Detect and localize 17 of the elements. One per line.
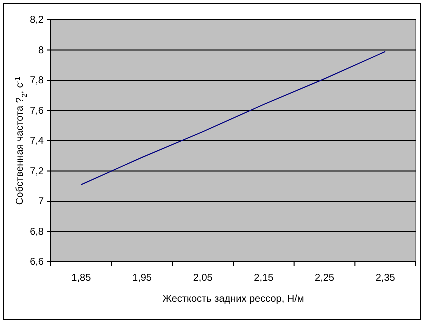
x-tick-label: 2,15 [254,273,274,284]
x-tick-label: 2,25 [315,273,335,284]
y-tick-label: 7,4 [30,136,44,148]
y-tick-label: 7,8 [30,76,44,87]
x-tick-label: 2,35 [376,273,396,284]
x-axis-title: Жесткость задних рессор, Н/м [162,294,304,305]
line-series [80,51,386,186]
y-tick-label: 8 [38,45,44,56]
y-tick-label: 6,6 [30,257,44,268]
x-tick-label: 1,95 [132,273,152,284]
x-tick-label: 1,85 [72,273,92,284]
y-tick-label: 7 [38,196,44,208]
y-tick-label: 6,8 [30,226,44,238]
x-tick-label: 2,05 [193,273,214,284]
y-tick-label: 7,6 [30,106,44,117]
y-tick-label: 8,2 [30,15,44,26]
y-tick-label: 7,2 [30,166,44,178]
